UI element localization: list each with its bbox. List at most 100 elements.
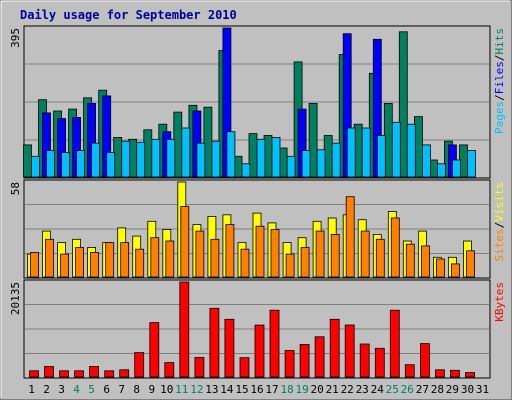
bar-pages-day-17 (271, 136, 281, 178)
bar-sites-day-9 (150, 237, 160, 278)
x-tick-label-day-6: 6 (103, 383, 110, 396)
bar-sites-day-13 (210, 238, 220, 278)
x-tick-label-day-7: 7 (118, 383, 125, 396)
x-tick-label-day-16: 16 (250, 383, 263, 396)
bar-kbytes-day-17 (269, 309, 280, 378)
bar-pages-day-3 (61, 152, 70, 178)
bar-sites-day-6 (105, 242, 115, 278)
bar-kbytes-day-16 (254, 324, 265, 378)
bar-pages-day-6 (106, 152, 116, 178)
legend-entry: Files (493, 61, 506, 94)
x-tick-label-day-13: 13 (205, 383, 218, 396)
bar-kbytes-day-4 (74, 370, 84, 378)
bar-pages-day-9 (151, 138, 161, 178)
x-tick-label-day-28: 28 (431, 383, 444, 396)
bar-sites-day-1 (30, 251, 39, 278)
series-kbytes (29, 281, 475, 378)
bar-pages-day-26 (406, 123, 416, 178)
x-tick-label-day-22: 22 (341, 383, 354, 396)
bar-kbytes-day-20 (314, 336, 325, 378)
legend-entry: / (493, 94, 506, 101)
x-tick-label-day-8: 8 (133, 383, 140, 396)
x-tick-label-day-4: 4 (73, 383, 80, 396)
legend-hits-files-pages: Pages/Files/Hits (493, 28, 506, 134)
bar-pages-day-21 (331, 142, 341, 178)
bar-sites-day-8 (135, 248, 145, 278)
bar-sites-day-3 (60, 253, 69, 278)
bar-kbytes-day-18 (284, 350, 295, 378)
bar-sites-day-29 (450, 263, 460, 278)
series-sites (30, 196, 475, 278)
bar-sites-day-2 (45, 238, 54, 278)
x-tick-label-day-14: 14 (220, 383, 234, 396)
x-tick-label-day-27: 27 (416, 383, 429, 396)
x-tick-label-day-9: 9 (148, 383, 155, 396)
x-tick-label-day-18: 18 (280, 383, 293, 396)
x-tick-label-day-20: 20 (310, 383, 323, 396)
bar-kbytes-day-15 (239, 357, 250, 378)
bar-sites-day-27 (420, 245, 430, 278)
chart-title: Daily usage for September 2010 (20, 8, 237, 22)
bar-sites-day-11 (180, 206, 190, 278)
panel-kbytes: 20135 KBytes (9, 279, 506, 379)
legend-entry: / (493, 222, 506, 229)
bar-pages-day-29 (451, 159, 461, 178)
bar-sites-day-19 (300, 247, 310, 278)
series-pages (31, 121, 476, 178)
y-max-label: 58 (9, 182, 22, 195)
legend-entry: Visits (493, 182, 506, 222)
bar-pages-day-1 (31, 155, 40, 178)
bar-pages-day-4 (76, 150, 85, 178)
legend-entry: KBytes (493, 282, 506, 322)
bar-pages-day-25 (391, 121, 401, 178)
x-tick-label-day-21: 21 (326, 383, 339, 396)
legend-entry: Hits (493, 28, 506, 55)
bar-pages-day-11 (181, 127, 191, 178)
x-tick-label-day-12: 12 (190, 383, 203, 396)
bar-kbytes-day-29 (449, 369, 460, 378)
y-max-label: 395 (9, 28, 22, 48)
bar-sites-day-26 (405, 243, 415, 278)
bar-pages-day-13 (211, 140, 221, 178)
bar-sites-day-28 (435, 258, 445, 278)
bar-sites-day-14 (225, 224, 235, 278)
x-tick-label-day-2: 2 (43, 383, 50, 396)
legend-entry: Sites (493, 228, 506, 261)
x-axis-labels: 1 2 3 4 5 6 7 8 9 10 11 12 13 14 15 16 17 18 19 20 21 22 23 24 2… (28, 383, 489, 396)
bar-sites-day-30 (466, 250, 475, 278)
x-tick-label-day-29: 29 (446, 383, 459, 396)
bar-kbytes-day-30 (465, 372, 475, 378)
bar-kbytes-day-14 (224, 318, 235, 378)
bar-pages-day-7 (121, 140, 131, 178)
bar-pages-day-2 (46, 150, 55, 178)
bar-pages-day-8 (136, 141, 146, 178)
bar-kbytes-day-28 (434, 369, 445, 378)
bar-kbytes-day-27 (419, 343, 430, 378)
x-tick-label-day-25: 25 (386, 383, 399, 396)
x-tick-label-day-23: 23 (356, 383, 369, 396)
bar-pages-day-10 (166, 138, 176, 178)
x-tick-label-day-31: 31 (476, 383, 489, 396)
bar-sites-day-16 (255, 225, 265, 278)
x-tick-label-day-26: 26 (401, 383, 414, 396)
bar-kbytes-day-26 (404, 364, 415, 378)
x-tick-label-day-11: 11 (175, 383, 188, 396)
bar-pages-day-16 (256, 138, 266, 178)
bar-pages-day-28 (436, 163, 446, 178)
x-tick-label-day-17: 17 (265, 383, 278, 396)
bar-pages-day-5 (91, 142, 100, 178)
x-tick-label-day-5: 5 (88, 383, 95, 396)
bar-kbytes-day-22 (344, 324, 355, 378)
bar-kbytes-day-3 (59, 370, 69, 378)
bar-pages-day-20 (316, 149, 326, 178)
bar-sites-day-17 (270, 229, 280, 278)
bar-sites-day-21 (330, 233, 340, 278)
bar-sites-day-10 (165, 240, 175, 278)
y-max-label: 20135 (9, 282, 22, 315)
bar-sites-day-18 (285, 253, 295, 278)
bar-pages-day-30 (467, 150, 476, 178)
bar-sites-day-7 (120, 242, 130, 278)
legend-entry: Pages (493, 101, 506, 134)
